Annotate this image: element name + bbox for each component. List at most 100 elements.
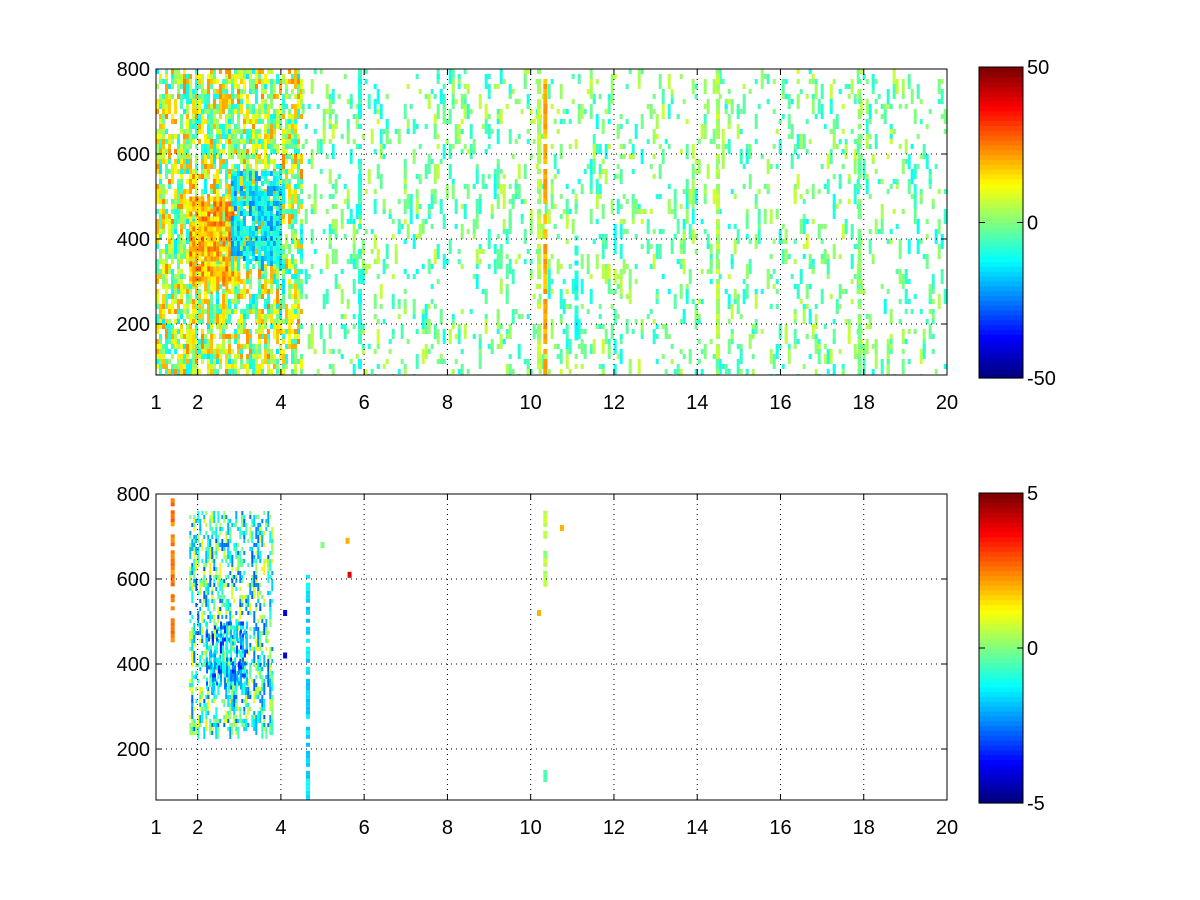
heatmap-cell xyxy=(195,551,198,555)
heatmap-cell xyxy=(180,329,183,334)
heatmap-cell xyxy=(832,194,836,209)
heatmap-cell xyxy=(260,256,264,271)
heatmap-cell xyxy=(496,194,500,209)
heatmap-cell xyxy=(814,79,818,84)
heatmap-cell xyxy=(481,174,485,189)
heatmap-cell xyxy=(571,279,575,294)
heatmap-cell xyxy=(658,164,662,179)
heatmap-cell xyxy=(297,304,300,309)
heatmap-cell xyxy=(475,169,479,184)
heatmap-cell xyxy=(294,234,297,249)
heatmap-cell xyxy=(430,189,434,194)
heatmap-cell xyxy=(655,294,659,299)
heatmap-cell xyxy=(282,259,285,264)
heatmap-cell xyxy=(523,229,527,244)
heatmap-cell xyxy=(448,109,452,124)
heatmap-cell xyxy=(270,289,273,294)
heatmap-cell xyxy=(216,251,220,257)
heatmap-cell xyxy=(481,249,485,254)
heatmap-cell xyxy=(239,635,242,639)
heatmap-cell xyxy=(664,369,668,374)
heatmap-cell xyxy=(415,199,419,214)
heatmap-cell xyxy=(239,563,242,567)
heatmap-column-cell xyxy=(716,249,720,254)
heatmap-cell xyxy=(195,164,198,169)
heatmap-cell xyxy=(209,519,212,531)
heatmap-cell xyxy=(269,667,272,671)
heatmap-cell xyxy=(288,179,291,184)
heatmap-cell xyxy=(457,124,461,139)
heatmap-cell xyxy=(226,625,228,638)
heatmap-cell xyxy=(216,256,220,262)
heatmap-cell xyxy=(201,319,204,324)
heatmap-cell xyxy=(340,224,344,229)
heatmap-cell xyxy=(427,159,431,174)
heatmap-cell xyxy=(243,149,246,154)
heatmap-cell xyxy=(225,159,228,164)
heatmap-cell xyxy=(736,294,740,309)
heatmap-cell xyxy=(195,226,199,232)
heatmap-cell xyxy=(580,339,584,354)
heatmap-cell xyxy=(223,551,226,555)
heatmap-column-cell xyxy=(358,189,362,194)
heatmap-cell xyxy=(231,169,234,174)
heatmap-cell xyxy=(246,69,249,74)
heatmap-cell xyxy=(239,201,243,206)
heatmap-cell xyxy=(415,74,419,79)
heatmap-cell xyxy=(235,683,238,695)
heatmap-cell xyxy=(197,623,200,627)
heatmap-cell xyxy=(589,209,593,224)
heatmap-cell xyxy=(300,354,303,359)
heatmap-cell xyxy=(236,176,240,191)
heatmap-cell xyxy=(288,204,291,209)
heatmap-cell xyxy=(247,563,250,567)
heatmap-column-cell xyxy=(358,99,362,104)
colorbar-swatch xyxy=(979,130,1023,136)
heatmap-cell xyxy=(221,527,224,531)
heatmap-cell xyxy=(225,515,228,519)
heatmap-cell xyxy=(255,119,258,124)
heatmap-cell xyxy=(240,289,243,294)
heatmap-cell xyxy=(229,667,232,671)
heatmap-cell xyxy=(282,264,285,269)
heatmap-cell xyxy=(168,264,171,269)
heatmap-cell xyxy=(511,89,515,94)
heatmap-cell xyxy=(367,169,371,184)
heatmap-cell xyxy=(242,256,246,261)
heatmap-cell xyxy=(243,279,246,294)
heatmap-cell xyxy=(223,603,226,607)
heatmap-cell xyxy=(634,279,638,284)
heatmap-cell xyxy=(257,687,260,699)
heatmap-column-cell xyxy=(857,244,862,249)
heatmap-cell xyxy=(225,94,228,109)
heatmap-cell xyxy=(328,324,332,339)
heatmap-cell xyxy=(544,199,548,214)
heatmap-cell xyxy=(159,194,162,199)
heatmap-cell xyxy=(253,611,256,623)
heatmap-cell xyxy=(269,231,273,236)
heatmap-cell xyxy=(235,691,238,695)
heatmap-cell xyxy=(218,661,220,666)
heatmap-cell xyxy=(859,99,863,114)
heatmap-cell xyxy=(217,591,220,595)
heatmap-column-cell xyxy=(543,249,548,254)
heatmap-cell xyxy=(267,309,270,314)
heatmap-cell xyxy=(285,234,288,249)
heatmap-cell xyxy=(246,164,249,179)
heatmap-cell xyxy=(236,226,240,231)
heatmap-cell xyxy=(541,134,545,139)
heatmap-cell xyxy=(270,94,273,109)
heatmap-cell xyxy=(415,269,419,274)
heatmap-cell xyxy=(916,84,920,99)
y-tick-label: 400 xyxy=(117,229,150,251)
heatmap-cell xyxy=(195,246,199,252)
heatmap-cell xyxy=(364,189,368,194)
heatmap-cell xyxy=(568,264,572,269)
heatmap-cell xyxy=(259,583,262,587)
heatmap-cell xyxy=(240,94,243,99)
heatmap-column-cell xyxy=(543,189,548,194)
heatmap-cell xyxy=(781,224,785,229)
heatmap-cell xyxy=(679,284,683,299)
heatmap-cell xyxy=(216,89,219,94)
heatmap-column-cell xyxy=(857,274,862,279)
